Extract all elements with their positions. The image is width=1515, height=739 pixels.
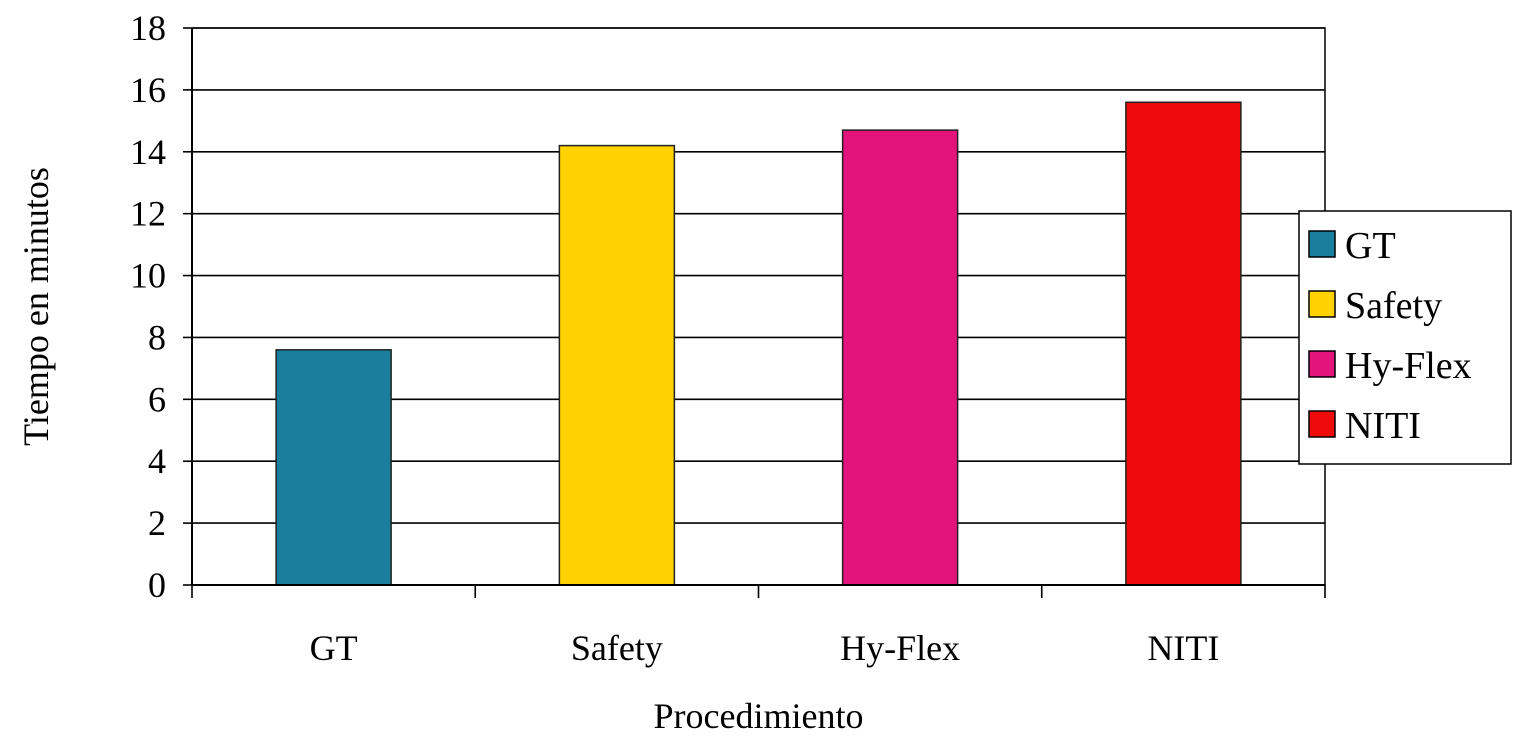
legend-swatch-safety	[1308, 290, 1336, 318]
x-tick-label: Safety	[571, 628, 663, 668]
y-tick-label: 4	[148, 441, 166, 481]
y-tick-label: 8	[148, 317, 166, 357]
y-axis-title: Tiempo en minutos	[16, 167, 56, 446]
y-tick-label: 12	[130, 194, 166, 234]
x-axis-ticks: GT Safety Hy-Flex NITI	[191, 585, 1326, 668]
y-tick-label: 6	[148, 379, 166, 419]
legend-swatch-hy-flex	[1308, 350, 1336, 378]
x-axis-title: Procedimiento	[654, 696, 864, 736]
y-tick-label: 16	[130, 70, 166, 110]
bars	[275, 101, 1242, 586]
bar-hy-flex	[841, 129, 959, 586]
bar-gt	[275, 349, 392, 586]
legend-label: Hy-Flex	[1345, 345, 1472, 387]
x-tick-label: GT	[310, 628, 358, 668]
y-tick-label: 2	[148, 503, 166, 543]
x-tick-label: Hy-Flex	[840, 628, 960, 668]
legend-swatch-gt	[1308, 230, 1336, 258]
legend-label: NITI	[1345, 405, 1421, 447]
bar-niti	[1125, 101, 1242, 586]
legend: GT Safety Hy-Flex NITI	[1298, 210, 1512, 465]
legend-label: GT	[1345, 225, 1396, 267]
x-tick-label: NITI	[1147, 628, 1219, 668]
y-tick-label: 0	[148, 565, 166, 605]
y-tick-label: 18	[130, 8, 166, 48]
legend-label: Safety	[1345, 285, 1442, 327]
y-axis-ticks: 0 2 4 6 8 10 12 14 16 18	[130, 8, 192, 605]
y-tick-label: 10	[130, 256, 166, 296]
bar-safety	[558, 144, 676, 586]
y-tick-label: 14	[130, 132, 166, 172]
legend-swatch-niti	[1308, 410, 1336, 438]
